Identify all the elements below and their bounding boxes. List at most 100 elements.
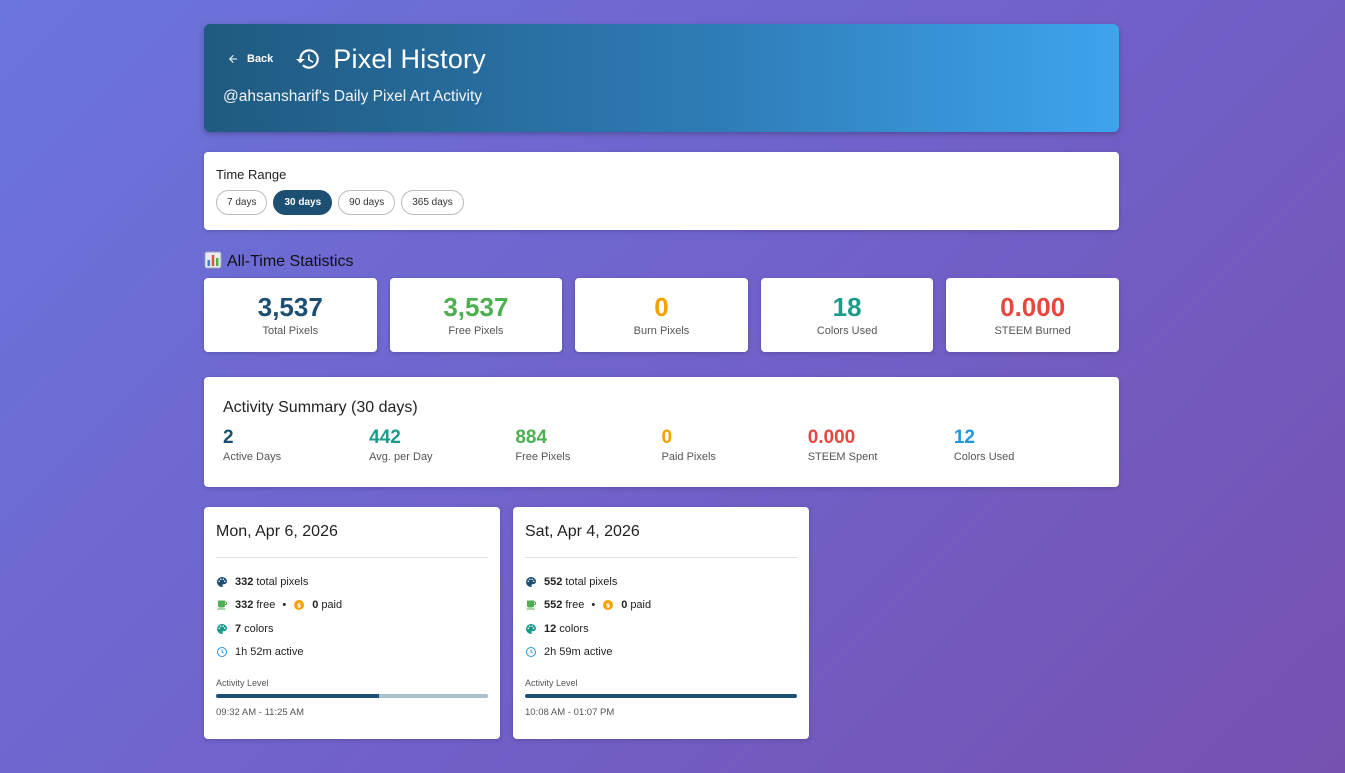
summary-label: Active Days xyxy=(223,451,282,463)
day-active-text: 1h 52m active xyxy=(235,646,304,659)
time-range-card: Time Range 7 days 30 days 90 days 365 da… xyxy=(204,152,1119,230)
palette-icon xyxy=(217,576,227,587)
activity-summary-title: Activity Summary (30 days) xyxy=(223,399,418,416)
all-time-stats: 3,537 Total Pixels 3,537 Free Pixels 0 B… xyxy=(204,278,1119,352)
separator-dot: • xyxy=(591,599,596,612)
day-colors-value: 7 xyxy=(235,622,242,635)
day-total-suffix: total pixels xyxy=(565,575,618,588)
activity-level-fill xyxy=(216,694,380,698)
activity-level-label: Activity Level xyxy=(525,678,578,688)
day-free-suffix: free xyxy=(565,599,585,612)
all-time-title-text: All-Time Statistics xyxy=(227,253,354,270)
day-colors-suffix: colors xyxy=(559,622,589,635)
stat-colors-used: 18 Colors Used xyxy=(760,278,934,352)
day-total-suffix: total pixels xyxy=(256,575,309,588)
summary-label: Colors Used xyxy=(953,451,1015,463)
stat-value: 18 xyxy=(832,292,862,322)
activity-time-range: 09:32 AM - 11:25 AM xyxy=(216,707,305,718)
day-free-value: 332 xyxy=(235,599,254,612)
stat-value: 3,537 xyxy=(257,292,323,322)
summary-value: 884 xyxy=(515,427,548,448)
clock-icon xyxy=(217,647,227,658)
activity-time-range: 10:08 AM - 01:07 PM xyxy=(525,707,615,718)
activity-level-bar xyxy=(525,694,797,698)
summary-label: STEEM Spent xyxy=(807,451,878,463)
day-colors-value: 12 xyxy=(544,622,557,635)
activity-level-label: Activity Level xyxy=(216,678,269,688)
day-total-value: 332 xyxy=(235,575,254,588)
history-icon xyxy=(295,46,321,72)
range-30-days-button[interactable]: 30 days xyxy=(273,190,333,215)
summary-value: 2 xyxy=(223,427,234,448)
summary-value: 442 xyxy=(369,427,401,448)
day-active-time: 2h 59m active xyxy=(525,641,797,665)
day-colors: 7 colors xyxy=(216,617,488,641)
coin-icon: $ xyxy=(603,600,614,611)
stat-label: Total Pixels xyxy=(262,325,319,337)
summary-active-days: 2 Active Days xyxy=(223,427,369,463)
activity-summary-grid: 2 Active Days 442 Avg. per Day 884 Free … xyxy=(223,427,1100,463)
time-range-options: 7 days 30 days 90 days 365 days xyxy=(216,190,1107,215)
summary-value: 0.000 xyxy=(807,427,856,448)
summary-label: Free Pixels xyxy=(515,451,571,463)
range-365-days-button[interactable]: 365 days xyxy=(401,190,464,215)
day-card: Mon, Apr 6, 2026 332 total pixels 332 fr… xyxy=(204,507,500,739)
summary-paid-pixels: 0 Paid Pixels xyxy=(662,427,808,463)
day-active-time: 1h 52m active xyxy=(216,641,488,665)
daily-cards: Mon, Apr 6, 2026 332 total pixels 332 fr… xyxy=(204,507,1119,739)
bar-chart-icon xyxy=(204,251,222,274)
summary-value: 12 xyxy=(953,427,975,448)
arrow-left-icon xyxy=(229,55,237,63)
all-time-section-title: All-Time Statistics xyxy=(204,251,1119,273)
summary-value: 0 xyxy=(661,427,673,448)
separator-dot: • xyxy=(282,599,287,612)
day-date: Mon, Apr 6, 2026 xyxy=(216,523,488,558)
stat-label: Free Pixels xyxy=(448,325,504,337)
day-free-paid: 332 free • $ 0 paid xyxy=(216,594,488,618)
stat-steem-burned: 0.000 STEEM Burned xyxy=(946,278,1119,352)
time-range-label: Time Range xyxy=(216,167,287,182)
stat-label: Colors Used xyxy=(816,325,878,337)
page-container: Back Pixel History @ahsansharif's Daily … xyxy=(204,24,1119,739)
range-7-days-button[interactable]: 7 days xyxy=(216,190,268,215)
day-free-value: 552 xyxy=(544,599,563,612)
day-total-value: 552 xyxy=(544,575,563,588)
summary-steem-spent: 0.000 STEEM Spent xyxy=(808,427,954,463)
day-date: Sat, Apr 4, 2026 xyxy=(525,523,797,558)
range-90-days-button[interactable]: 90 days xyxy=(338,190,396,215)
summary-label: Paid Pixels xyxy=(661,451,716,463)
stat-value: 3,537 xyxy=(443,292,509,322)
palette-icon xyxy=(217,623,227,634)
coffee-cup-icon xyxy=(526,600,536,610)
day-paid-value: 0 xyxy=(621,599,628,612)
day-active-text: 2h 59m active xyxy=(544,646,613,659)
day-paid-suffix: paid xyxy=(630,599,652,612)
activity-level-fill xyxy=(525,694,797,698)
day-paid-suffix: paid xyxy=(321,599,343,612)
stat-burn-pixels: 0 Burn Pixels xyxy=(575,278,748,352)
stat-value: 0 xyxy=(654,292,669,322)
summary-avg-per-day: 442 Avg. per Day xyxy=(369,427,515,463)
summary-colors-used: 12 Colors Used xyxy=(954,427,1100,463)
stat-label: STEEM Burned xyxy=(994,325,1071,337)
svg-text:$: $ xyxy=(606,602,611,610)
page-subtitle: @ahsansharif's Daily Pixel Art Activity xyxy=(223,88,483,105)
day-free-paid: 552 free • $ 0 paid xyxy=(525,594,797,618)
stat-value: 0.000 xyxy=(1000,292,1066,322)
day-total-pixels: 332 total pixels xyxy=(216,570,488,594)
palette-icon xyxy=(526,576,536,587)
stat-total-pixels: 3,537 Total Pixels xyxy=(204,278,377,352)
svg-text:$: $ xyxy=(297,602,302,610)
clock-icon xyxy=(526,647,536,658)
activity-level-bar xyxy=(216,694,488,698)
summary-free-pixels: 884 Free Pixels xyxy=(515,427,661,463)
page-title: Pixel History xyxy=(333,43,486,74)
stat-free-pixels: 3,537 Free Pixels xyxy=(389,278,563,352)
page-header: Back Pixel History @ahsansharif's Daily … xyxy=(204,24,1119,132)
palette-icon xyxy=(526,623,536,634)
day-colors-suffix: colors xyxy=(244,622,274,635)
stat-label: Burn Pixels xyxy=(633,325,690,337)
coin-icon: $ xyxy=(294,600,305,611)
back-button[interactable]: Back xyxy=(223,53,277,65)
day-total-pixels: 552 total pixels xyxy=(525,570,797,594)
